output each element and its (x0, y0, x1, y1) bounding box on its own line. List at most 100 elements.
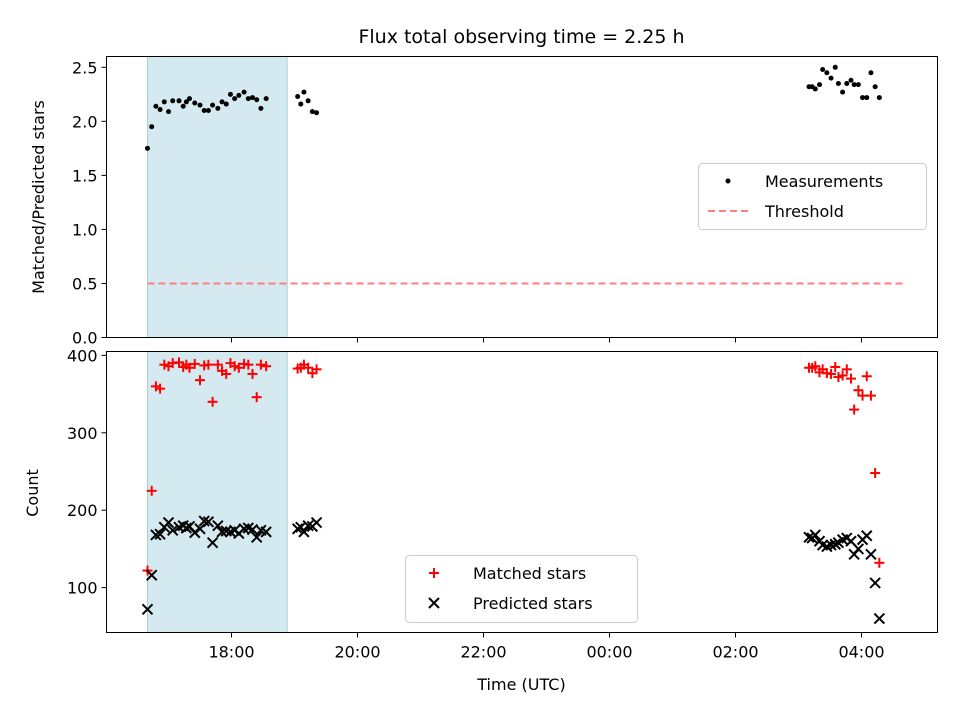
top-y-tick-label: 1.5 (72, 166, 97, 185)
predicted-star-point (145, 569, 158, 581)
bottom-y-tick-label: 400 (67, 346, 98, 365)
predicted-star-point (803, 531, 815, 543)
measurement-point (298, 101, 304, 107)
measurement-point (835, 81, 841, 87)
measurement-point (309, 109, 315, 115)
measurement-point (176, 98, 182, 104)
matched-star-point (846, 373, 856, 384)
measurement-point (301, 89, 307, 95)
matched-star-point (247, 368, 258, 379)
top-y-ticks: 0.0 0.5 1.0 1.5 2.0 2.5 (72, 58, 107, 348)
predicted-star-point (212, 519, 224, 532)
legend-predicted-label: Predicted stars (473, 594, 593, 613)
measurement-point (241, 89, 247, 95)
matched-star-point (195, 375, 205, 386)
matched-star-point (261, 361, 272, 372)
top-plot-frame (106, 56, 938, 338)
predicted-star-point (180, 522, 193, 534)
measurement-point (817, 82, 822, 88)
top-y-tick-label: 0.0 (72, 329, 97, 348)
top-legend: Measurements Threshold (698, 163, 927, 230)
measurement-point (851, 82, 857, 88)
matched-star-point (837, 370, 848, 381)
bottom-y-axis-label: Count (23, 469, 42, 517)
x-tick-label: 22:00 (460, 643, 506, 662)
predicted-star-point (162, 516, 175, 529)
matched-star-point (207, 396, 218, 407)
predicted-star-point (809, 529, 822, 541)
matched-star-point (155, 383, 166, 394)
matched-star-point (184, 362, 195, 373)
top-x-ticks (231, 337, 862, 343)
measurement-point (305, 98, 311, 104)
measurement-point (166, 109, 171, 115)
measurement-point (844, 81, 850, 87)
predicted-star-point (154, 528, 166, 540)
matched-star-point (861, 371, 872, 382)
measurement-point (223, 101, 229, 107)
measurement-point (145, 145, 150, 151)
count-points (141, 357, 886, 625)
top-y-tick-label: 1.0 (72, 220, 97, 239)
matched-star-point (853, 385, 864, 396)
measurement-point (201, 108, 207, 114)
measurement-point (153, 103, 159, 109)
measurement-point (205, 108, 211, 114)
measurement-point (820, 66, 826, 72)
matched-star-point (874, 557, 885, 568)
top-y-tick-label: 2.5 (72, 58, 97, 77)
x-tick-label: 18:00 (208, 643, 254, 662)
matched-star-point (841, 364, 852, 375)
measurement-point (254, 97, 260, 103)
matched-star-point (233, 362, 244, 373)
measurement-point (219, 99, 225, 105)
predicted-star-point (310, 516, 323, 529)
legend-measurements-marker (725, 178, 731, 184)
matched-star-point (189, 358, 200, 369)
measurement-point (314, 110, 320, 116)
bottom-y-tick-label: 100 (67, 579, 98, 598)
x-tick-label: 20:00 (334, 643, 380, 662)
measurement-point (180, 103, 186, 109)
chart-title: Flux total observing time = 2.25 h (358, 26, 684, 48)
measurement-point (263, 96, 269, 102)
bottom-y-tick-label: 300 (67, 424, 98, 443)
measurement-point (149, 124, 155, 130)
measurement-point (161, 99, 167, 105)
measurement-point (192, 100, 198, 106)
measurement-point (245, 96, 251, 102)
matched-star-point (810, 361, 821, 372)
x-tick-label: 02:00 (712, 643, 758, 662)
bottom-x-ticks: 18:00 20:00 22:00 00:00 02:00 04:00 (208, 632, 885, 662)
matched-star-point (849, 404, 860, 415)
measurement-point (876, 95, 882, 101)
predicted-star-point (202, 516, 215, 528)
matched-star-point (870, 468, 881, 479)
measurement-point (258, 105, 264, 111)
matched-star-point (303, 362, 314, 373)
top-panel: 0.0 0.5 1.0 1.5 2.0 2.5 Matched/Predicted sta… (29, 56, 938, 348)
bottom-y-tick-label: 200 (67, 501, 98, 520)
bottom-y-ticks: 100 200 300 400 (67, 346, 107, 598)
predicted-star-point (216, 526, 228, 538)
measurement-point (860, 95, 866, 101)
measurement-point (197, 102, 203, 108)
legend-matched-label: Matched stars (473, 564, 586, 583)
top-legend-box (698, 163, 927, 230)
matched-star-point (212, 359, 223, 370)
top-y-tick-label: 2.0 (72, 112, 97, 131)
measurement-point (848, 77, 854, 83)
predicted-star-point (852, 543, 865, 555)
matched-star-point (865, 390, 876, 401)
x-tick-label: 00:00 (586, 643, 632, 662)
measurement-point (183, 99, 189, 105)
x-axis-label: Time (UTC) (476, 675, 565, 694)
measurement-point (840, 89, 846, 95)
matched-star-point (830, 361, 841, 372)
bottom-shaded-span (147, 351, 288, 633)
matched-star-point (255, 359, 266, 370)
measurement-point (868, 70, 874, 76)
predicted-star-point (873, 612, 886, 625)
predicted-star-point (861, 530, 873, 542)
